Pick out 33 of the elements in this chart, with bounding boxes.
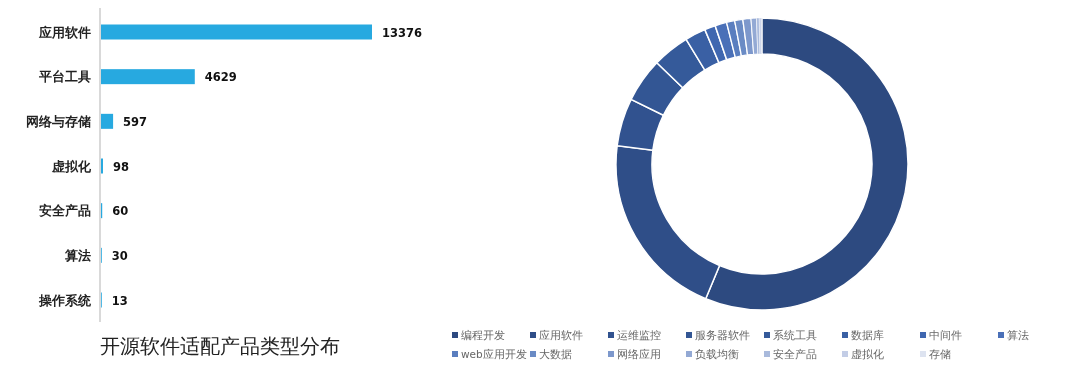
legend-label: 虚拟化 (851, 348, 884, 360)
legend-label: 网络应用 (617, 348, 661, 360)
legend-label: 安全产品 (773, 348, 817, 360)
y-tick-label: 网络与存储 (26, 113, 91, 129)
legend-label: 大数据 (539, 348, 572, 360)
data-label: 4629 (204, 70, 237, 85)
data-label: 13 (111, 293, 128, 308)
text: 开源软件适配产品类型分布 (100, 334, 340, 358)
y-tick-label: 安全产品 (39, 203, 91, 219)
legend-label: 存储 (929, 348, 951, 360)
data-label: 597 (123, 114, 148, 129)
y-tick-label: 操作系统 (38, 292, 92, 308)
y-tick-label: 平台工具 (38, 69, 91, 85)
legend-label: 系统工具 (773, 329, 817, 341)
legend-label: 服务器软件 (695, 329, 750, 341)
legend-label: 数据库 (851, 329, 884, 341)
bar (101, 69, 195, 85)
legend-label: 运维监控 (617, 329, 661, 341)
data-label: 60 (112, 204, 129, 219)
y-tick-label: 虚拟化 (51, 158, 92, 174)
legend-label: web应用开发 (461, 348, 527, 360)
y-tick-label: 应用软件 (38, 24, 91, 40)
legend-label: 应用软件 (539, 329, 583, 341)
data-label: 30 (111, 248, 128, 263)
data-label: 98 (112, 159, 129, 174)
legend-label: 负载均衡 (695, 348, 739, 360)
data-label: 13376 (382, 25, 423, 40)
bar (101, 113, 114, 129)
bar (101, 24, 372, 40)
legend-label: 中间件 (929, 329, 962, 341)
legend-label: 编程开发 (461, 329, 505, 341)
legend-label: 算法 (1007, 329, 1029, 341)
y-tick-label: 算法 (64, 247, 91, 263)
